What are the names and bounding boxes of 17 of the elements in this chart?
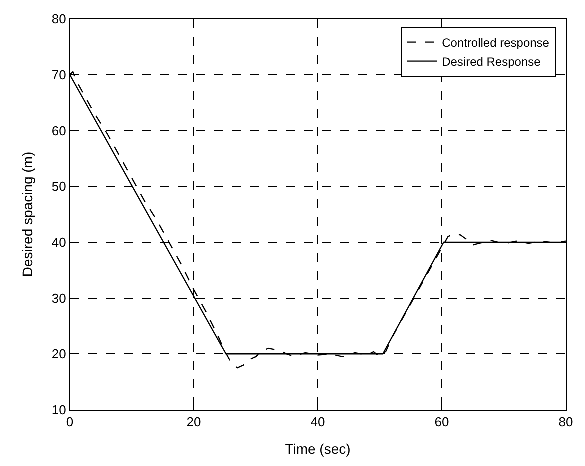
y-tick-label: 30 <box>52 290 66 306</box>
x-tick-label: 60 <box>434 414 450 430</box>
y-tick-label: 80 <box>52 12 66 27</box>
y-tick-label: 60 <box>52 123 66 138</box>
y-tick-label: 10 <box>52 402 66 418</box>
y-axis-title: Desired spacing (m) <box>20 152 36 278</box>
x-tick-label: 20 <box>186 414 202 430</box>
x-tick-label: 0 <box>66 414 74 430</box>
y-tick-label: 50 <box>52 179 66 194</box>
x-tick-label: 80 <box>558 414 574 430</box>
legend-label: Desired Response <box>442 55 542 69</box>
x-axis-title: Time (sec) <box>285 440 351 457</box>
legend-label: Controlled response <box>442 36 550 50</box>
y-tick-label: 20 <box>52 346 66 362</box>
y-tick-label: 70 <box>52 67 66 82</box>
x-tick-label: 40 <box>310 414 326 430</box>
y-tick-label: 40 <box>52 234 66 250</box>
